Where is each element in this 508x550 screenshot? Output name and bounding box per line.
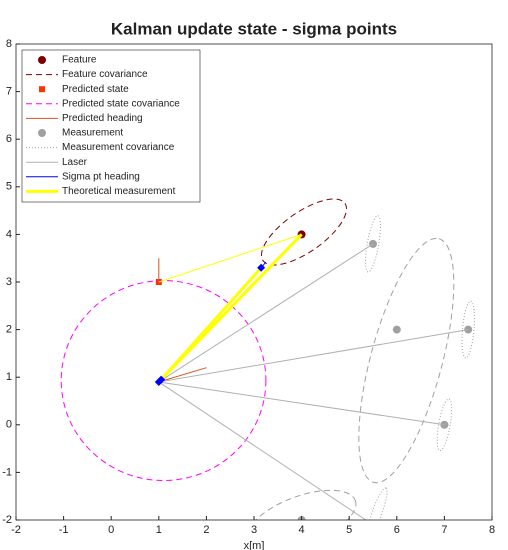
y-tick-label: -2	[2, 514, 12, 526]
x-tick-label: 3	[251, 524, 257, 536]
line	[163, 234, 302, 378]
line	[158, 381, 445, 426]
marker	[257, 263, 266, 272]
legend: Feature Feature covariance Predicted state…	[21, 49, 201, 203]
line	[160, 266, 263, 381]
legend-label: Predicted heading	[62, 113, 143, 124]
x-tick-label: -1	[59, 524, 69, 536]
x-tick-label: -2	[11, 524, 21, 536]
x-tick-label: 7	[441, 524, 447, 536]
y-tick-label: 7	[6, 86, 12, 98]
line	[158, 243, 374, 383]
legend-label: Laser	[62, 157, 88, 168]
marker	[38, 56, 46, 64]
legend-label: Feature	[62, 55, 97, 66]
ellipse	[358, 237, 455, 484]
legend-label: Theoretical measurement	[62, 186, 176, 197]
ellipse	[260, 198, 347, 266]
y-tick-label: 6	[6, 133, 12, 145]
y-tick-label: 4	[6, 228, 12, 240]
y-tick-label: 8	[6, 38, 12, 50]
x-tick-label: 8	[489, 524, 495, 536]
marker	[392, 325, 401, 334]
ellipse	[461, 300, 475, 359]
x-tick-label: 0	[108, 524, 114, 536]
x-tick-label: 5	[346, 524, 352, 536]
legend-label: Predicted state	[62, 84, 129, 95]
y-tick-label: 0	[6, 419, 12, 431]
ellipse	[367, 487, 388, 520]
x-axis-label: x[m]	[244, 540, 265, 550]
marker	[38, 129, 46, 137]
legend-label: Sigma pt heading	[62, 171, 140, 182]
y-tick-label: -1	[2, 466, 12, 478]
x-tick-label: 4	[299, 524, 305, 536]
line	[158, 381, 367, 520]
ellipse	[436, 398, 453, 452]
ellipse	[246, 489, 357, 520]
line	[158, 329, 469, 383]
chart-title: Kalman update state - sigma points	[111, 19, 397, 38]
plot-area	[60, 198, 475, 520]
y-tick-label: 5	[6, 181, 12, 193]
axes: -2 -1 0 1 2 3 4 5 6 7 8 -2 -1 0 1 2 3 4 5 6 7 8	[2, 38, 495, 536]
y-tick-label: 2	[6, 324, 12, 336]
legend-label: Feature covariance	[62, 69, 148, 80]
x-tick-label: 1	[156, 524, 162, 536]
x-tick-label: 2	[203, 524, 209, 536]
legend-label: Measurement covariance	[62, 142, 175, 153]
legend-label: Measurement	[62, 128, 123, 139]
marker	[39, 86, 45, 93]
legend-label: Predicted state covariance	[62, 98, 180, 109]
x-tick-label: 6	[394, 524, 400, 536]
line	[158, 367, 207, 383]
marker	[157, 375, 166, 384]
line	[158, 233, 302, 283]
y-tick-label: 3	[6, 276, 12, 288]
y-tick-label: 1	[6, 371, 12, 383]
